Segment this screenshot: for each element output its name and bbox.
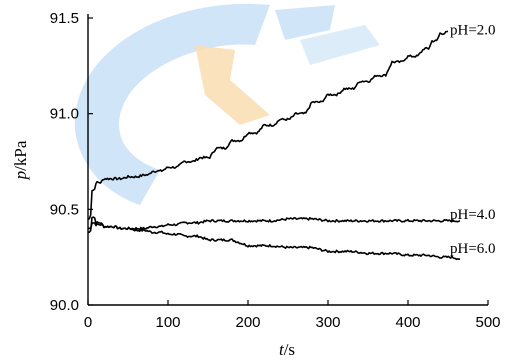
series-label-ph-6-0: pH=6.0 (450, 241, 496, 257)
series-label-ph-4-0: pH=4.0 (450, 207, 496, 223)
series-line-ph-2-0 (87, 30, 449, 220)
x-axis-unit: /s (284, 340, 295, 359)
x-tick-label: 400 (395, 314, 420, 331)
y-tick-label: 91.0 (50, 106, 79, 123)
series-line-ph-4-0 (87, 216, 461, 234)
y-axis-var: p (11, 171, 30, 181)
series-group (87, 30, 461, 261)
y-axis-title: p/kPa (11, 140, 30, 180)
x-tick-label: 500 (475, 314, 500, 331)
x-tick-label: 0 (84, 314, 92, 331)
x-tick-label: 200 (235, 314, 260, 331)
x-tick-label: 100 (155, 314, 180, 331)
series-labels: pH=2.0 pH=4.0 pH=6.0 (450, 22, 496, 257)
x-axis-title: t/s (279, 340, 295, 359)
watermark (74, 3, 380, 205)
tick-labels: 0 100 200 300 400 500 90.0 90.5 91.0 91.5 (50, 10, 501, 331)
watermark-logo-arc (74, 3, 270, 205)
x-tick-label: 300 (315, 314, 340, 331)
axes (87, 14, 488, 306)
watermark-logo-slant (300, 25, 380, 65)
series-line-ph-6-0 (87, 222, 461, 261)
y-tick-label: 91.5 (50, 10, 79, 27)
y-axis-unit: /kPa (11, 140, 30, 171)
y-tick-label: 90.0 (50, 297, 79, 314)
series-label-ph-2-0: pH=2.0 (450, 22, 496, 38)
x-axis-var: t (279, 340, 285, 359)
y-tick-label: 90.5 (50, 201, 79, 218)
watermark-logo-wedge (195, 45, 270, 125)
watermark-logo-bar (275, 5, 335, 40)
